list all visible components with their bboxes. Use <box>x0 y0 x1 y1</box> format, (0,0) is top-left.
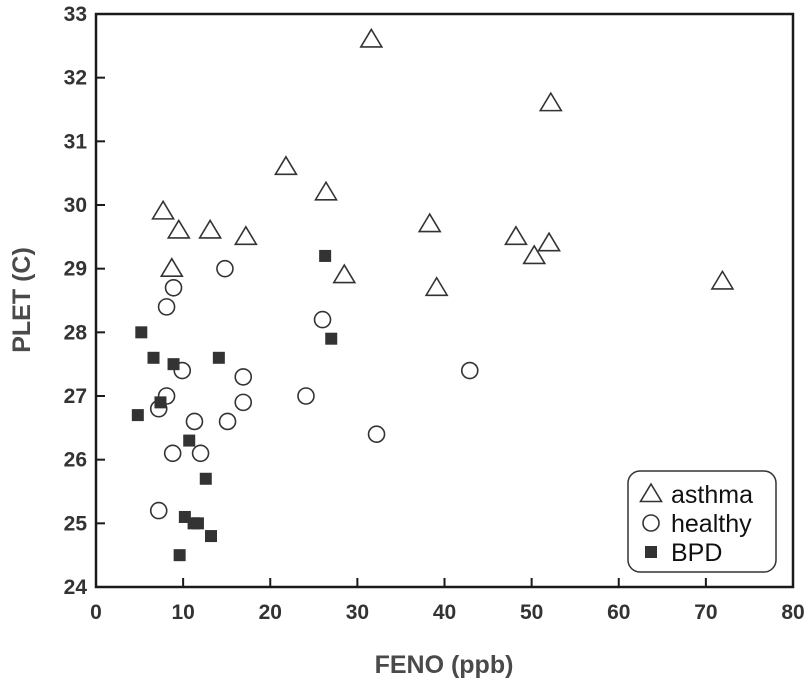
asthma-point <box>538 91 563 112</box>
y-tick-label: 24 <box>64 576 88 599</box>
asthma-point <box>233 225 258 246</box>
y-tick-label: 25 <box>64 512 88 535</box>
y-tick-label: 27 <box>64 385 87 408</box>
bpd-point <box>183 434 196 447</box>
asthma-point <box>159 257 184 277</box>
asthma-point <box>151 199 175 220</box>
healthy-point <box>367 425 386 444</box>
x-axis: 0 10 20 30 40 50 60 70 80 <box>90 578 805 624</box>
healthy-point <box>185 412 204 431</box>
bpd-point <box>135 326 148 339</box>
asthma-point <box>166 218 191 239</box>
y-tick-label: 32 <box>64 67 87 90</box>
healthy-point <box>157 298 176 316</box>
y-tick-label: 33 <box>64 3 87 26</box>
y-axis: 24 25 26 27 28 29 30 31 32 33 <box>64 3 105 599</box>
healthy-point <box>460 361 479 380</box>
legend-marker-healthy <box>642 514 660 532</box>
bpd-point <box>212 351 225 364</box>
asthma-point <box>504 225 528 246</box>
y-tick-label: 26 <box>64 449 87 472</box>
healthy-point <box>297 387 315 405</box>
healthy-point <box>173 361 192 380</box>
healthy-point <box>234 368 253 386</box>
legend-marker-asthma <box>639 482 663 503</box>
y-axis-title: PLET (C) <box>8 247 36 353</box>
x-tick-label: 30 <box>346 601 369 624</box>
bpd-point <box>199 472 212 485</box>
bpd-point <box>147 351 160 364</box>
x-tick-label: 0 <box>90 601 102 624</box>
x-tick-label: 20 <box>259 601 282 624</box>
asthma-point <box>424 276 449 297</box>
bpd-point <box>167 358 180 371</box>
healthy-point <box>218 412 237 431</box>
healthy-point <box>191 444 210 463</box>
asthma-point <box>417 212 442 233</box>
bpd-point <box>131 409 144 422</box>
y-tick-label: 31 <box>64 130 88 153</box>
legend-marker-bpd <box>645 546 657 558</box>
legend-label-bpd: BPD <box>671 539 722 567</box>
healthy-point <box>216 259 234 278</box>
asthma-point <box>710 269 735 290</box>
data-points <box>131 27 735 562</box>
bpd-point <box>191 517 204 530</box>
asthma-point <box>522 244 547 265</box>
asthma-point <box>332 263 357 284</box>
healthy-point <box>163 444 182 463</box>
healthy-point <box>149 501 168 520</box>
y-tick-label: 29 <box>64 258 87 281</box>
healthy-point <box>234 393 253 412</box>
legend-label-healthy: healthy <box>671 510 752 538</box>
legend-box <box>627 470 777 573</box>
x-tick-label: 10 <box>171 601 194 624</box>
asthma-point <box>359 27 384 48</box>
x-tick-label: 70 <box>694 601 717 624</box>
x-tick-label: 80 <box>781 601 804 624</box>
bpd-point <box>319 249 332 262</box>
x-tick-label: 50 <box>520 601 543 624</box>
bpd-point <box>154 396 167 409</box>
healthy-point <box>164 278 183 297</box>
x-tick-label: 40 <box>433 601 456 624</box>
asthma-point <box>314 180 338 201</box>
bpd-point <box>173 549 186 562</box>
legend-label-asthma: asthma <box>671 481 753 509</box>
x-tick-label: 60 <box>607 601 630 624</box>
asthma-point <box>274 155 298 176</box>
x-axis-title: FENO (ppb) <box>375 651 514 679</box>
bpd-point <box>325 332 338 345</box>
healthy-point <box>313 310 332 329</box>
healthy-point <box>157 387 176 405</box>
asthma-point <box>537 231 561 252</box>
y-tick-label: 28 <box>64 321 88 344</box>
bpd-point <box>205 530 218 543</box>
y-tick-label: 30 <box>64 194 87 217</box>
asthma-point <box>198 218 223 239</box>
